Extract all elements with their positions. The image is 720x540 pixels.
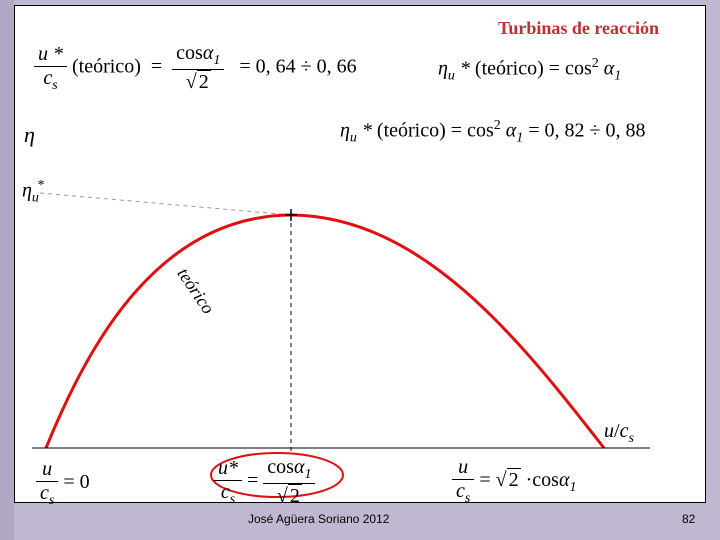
x-axis-variable: u/cs: [604, 420, 634, 447]
peak-marker: [285, 209, 297, 221]
footer-author: José Agüera Soriano 2012: [248, 512, 389, 526]
x-label-optimum: u* cs = cosα1 √2: [214, 456, 315, 508]
eta-curve: [46, 215, 604, 448]
x-label-zero: u cs = 0: [36, 458, 90, 509]
x-label-end: u cs = √2 ·cosα1: [452, 456, 576, 507]
page-number: 82: [682, 512, 695, 526]
eta-star-dash-line: [40, 193, 291, 215]
efficiency-curve-chart: [0, 0, 720, 540]
